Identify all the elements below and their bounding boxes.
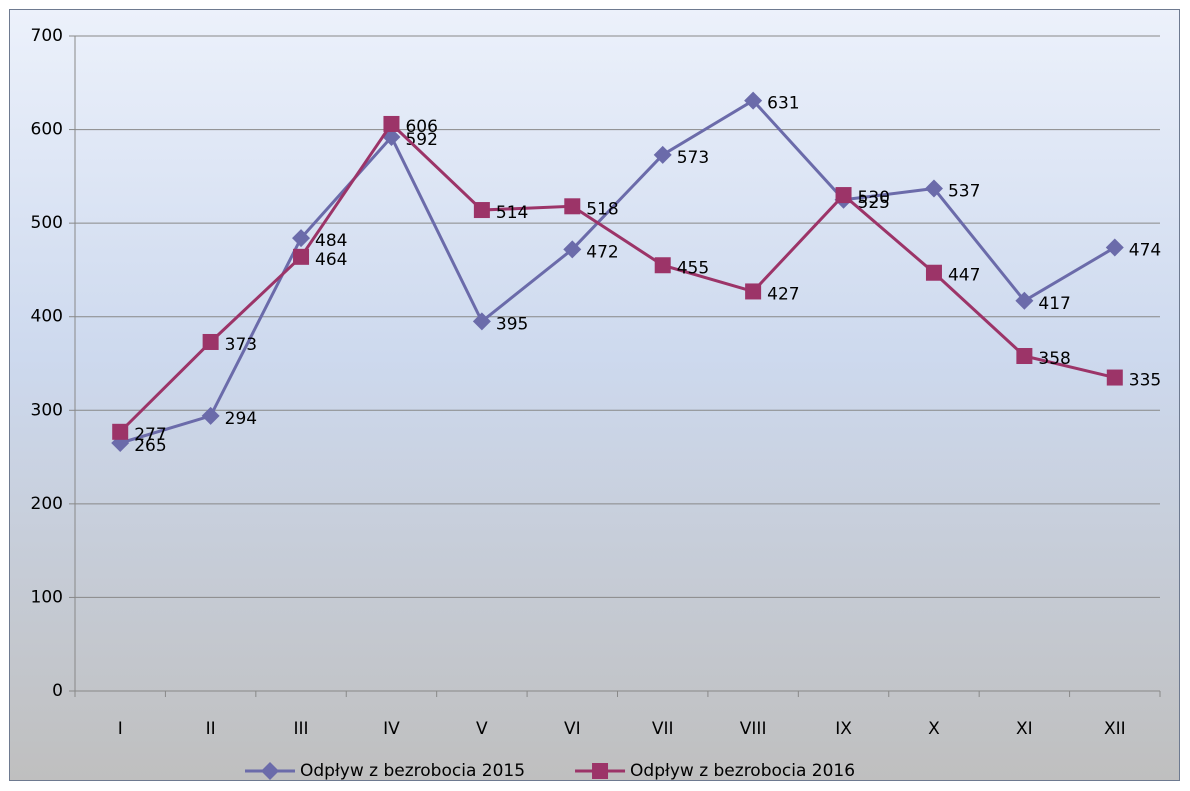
marker — [653, 145, 672, 164]
marker — [473, 202, 490, 219]
x-tick-label: IV — [383, 719, 400, 739]
data-label: 484 — [315, 231, 347, 251]
marker — [472, 312, 491, 331]
y-tick-label: 100 — [31, 587, 63, 607]
marker — [654, 257, 671, 274]
x-tick-label: III — [294, 719, 309, 739]
marker — [201, 406, 220, 425]
x-tick-label: XI — [1016, 719, 1033, 739]
data-label: 427 — [767, 284, 799, 304]
y-tick-label: 300 — [31, 400, 63, 420]
data-label: 294 — [225, 409, 257, 429]
y-tick-label: 200 — [31, 494, 63, 514]
data-label: 474 — [1129, 240, 1161, 260]
y-tick-label: 400 — [31, 307, 63, 327]
x-tick-label: V — [476, 719, 488, 739]
data-label: 417 — [1038, 294, 1070, 314]
marker — [835, 187, 852, 204]
marker — [261, 762, 279, 780]
marker — [383, 115, 400, 132]
marker — [292, 229, 311, 248]
data-label: 358 — [1038, 349, 1070, 369]
data-label: 573 — [677, 148, 709, 168]
data-label: 447 — [948, 266, 980, 286]
marker — [1106, 369, 1123, 386]
data-label: 525 — [858, 193, 890, 213]
series-line — [119, 98, 1116, 445]
marker — [202, 333, 219, 350]
data-label: 464 — [315, 250, 347, 270]
marker — [1015, 291, 1034, 310]
y-tick-label: 0 — [52, 681, 63, 701]
y-tick-label: 500 — [31, 213, 63, 233]
data-label: 631 — [767, 94, 799, 114]
x-tick-label: VI — [564, 719, 581, 739]
data-label: 514 — [496, 203, 528, 223]
marker — [564, 198, 581, 215]
x-tick-label: X — [928, 719, 940, 739]
y-tick-label: 600 — [31, 120, 63, 140]
marker — [745, 283, 762, 300]
data-label: 472 — [586, 242, 618, 262]
data-label: 395 — [496, 314, 528, 334]
x-tick-label: XII — [1104, 719, 1126, 739]
series-line — [119, 121, 1116, 433]
data-label: 265 — [134, 436, 166, 456]
x-tick-label: II — [206, 719, 216, 739]
marker — [925, 264, 942, 281]
y-tick-label: 700 — [31, 26, 63, 46]
x-tick-label: I — [118, 719, 123, 739]
data-label: 335 — [1129, 371, 1161, 391]
data-label: 373 — [225, 335, 257, 355]
marker — [293, 248, 310, 265]
data-label: 518 — [586, 199, 618, 219]
x-tick-label: VIII — [740, 719, 767, 739]
x-tick-label: IX — [835, 719, 852, 739]
chart-frame — [9, 9, 1180, 781]
data-label: 606 — [405, 117, 437, 137]
legend-label: Odpływ z bezrobocia 2015 — [300, 761, 525, 781]
marker — [1105, 238, 1124, 257]
data-label: 455 — [677, 258, 709, 278]
data-label: 530 — [858, 188, 890, 208]
marker — [563, 240, 582, 259]
marker — [112, 423, 129, 440]
x-tick-label: VII — [652, 719, 674, 739]
legend-label: Odpływ z bezrobocia 2016 — [630, 761, 855, 781]
marker — [924, 179, 943, 198]
marker — [1016, 348, 1033, 365]
marker — [744, 91, 763, 110]
data-label: 277 — [134, 425, 166, 445]
marker — [592, 763, 609, 779]
data-label: 537 — [948, 182, 980, 202]
